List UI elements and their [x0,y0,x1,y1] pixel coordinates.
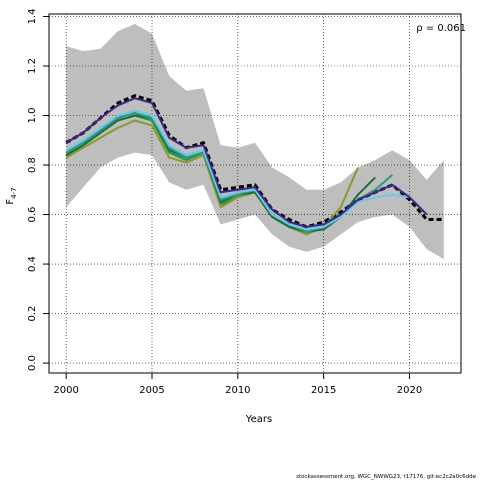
plot-frame [48,13,462,374]
y-tick-label-0.8: 0.8 [27,157,38,173]
y-axis-title: F4-7 [5,187,18,204]
x-tick-label-2000: 2000 [53,385,78,396]
y-axis: 0.0 0.2 0.4 0.6 0.8 1.0 1.2 1.4 [27,9,49,371]
rho-annotation: ρ = 0.061 [416,23,466,34]
confidence-band-area [66,23,444,260]
series-line-peel-2021 [65,97,428,228]
y-tick-label-1.0: 1.0 [27,108,38,124]
y-axis-title-main: F [5,199,16,205]
x-tick-label-2020: 2020 [397,385,422,396]
series-line-peel-2020 [65,109,410,231]
x-axis: 2000 2005 2010 2015 2020 [53,373,422,396]
y-tick-label-0.6: 0.6 [27,207,38,223]
y-axis-title-group: F4-7 [5,187,18,204]
x-axis-title: Years [245,414,272,425]
x-tick-label-2005: 2005 [139,385,164,396]
x-tick-label-2015: 2015 [311,385,336,396]
y-tick-label-1.4: 1.4 [27,9,38,25]
y-tick-label-0.4: 0.4 [27,256,38,272]
y-tick-label-1.2: 1.2 [27,58,38,74]
x-tick-label-2010: 2010 [225,385,250,396]
y-axis-title-subscript: 4-7 [10,187,18,198]
footer-credit: stockassessment.org, WGC_NWWG23, r17176,… [296,474,476,480]
y-tick-label-0.2: 0.2 [27,306,38,322]
confidence-band [66,23,444,260]
series-line-peel-2018 [65,114,376,233]
y-tick-label-0.0: 0.0 [27,355,38,371]
series-line-peel-2017 [65,119,359,236]
series-lines [65,94,444,236]
